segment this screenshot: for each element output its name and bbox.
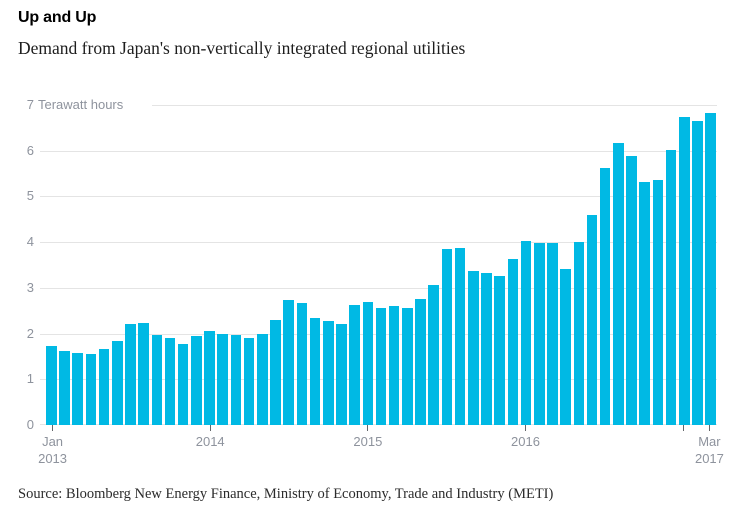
x-axis-tick — [367, 425, 369, 431]
bar-2016-12 — [665, 149, 677, 425]
bar-2016-07 — [599, 168, 611, 425]
bar-series — [46, 105, 716, 425]
bar-2017-01 — [679, 116, 690, 425]
bar-2016-08 — [613, 142, 624, 425]
bar-2013-07 — [125, 324, 136, 425]
bar-2013-02 — [59, 350, 70, 425]
bar-2013-11 — [177, 344, 189, 425]
bar-chart-plot-area: Terawatt hours Jan 2013 2014 2015 2016 Mar 201… — [0, 97, 740, 466]
bar-2015-08 — [454, 247, 466, 425]
chart-subtitle: Demand from Japan's non-vertically integ… — [18, 38, 466, 58]
bar-2014-11 — [336, 323, 347, 425]
bar-2016-04 — [560, 269, 571, 425]
gridline-y3 — [40, 288, 717, 289]
bar-2016-11 — [652, 179, 664, 425]
bar-2015-11 — [494, 275, 505, 425]
gridline-y6 — [40, 151, 717, 152]
bar-2013-03 — [72, 352, 83, 425]
bar-2013-04 — [85, 354, 97, 425]
y-axis-tick-label: 1 — [26, 371, 34, 386]
bar-2013-12 — [191, 335, 202, 425]
bar-2015-10 — [481, 272, 492, 425]
bar-2014-04 — [243, 337, 255, 425]
x-axis-tick-label: Jan 2013 — [38, 434, 68, 466]
bar-2015-12 — [507, 258, 519, 425]
x-axis-tick — [209, 425, 211, 431]
bar-2014-09 — [309, 318, 321, 425]
y-axis-tick-label: 3 — [26, 280, 34, 295]
bar-2015-05 — [415, 298, 426, 425]
x-axis-tick — [52, 425, 54, 431]
bar-2015-09 — [468, 271, 479, 425]
bar-2014-05 — [257, 333, 268, 425]
bar-2015-02 — [375, 308, 387, 425]
bar-2013-06 — [111, 340, 123, 425]
bar-2015-01 — [362, 302, 374, 425]
bar-2016-10 — [639, 181, 651, 425]
bar-2016-05 — [573, 241, 585, 425]
bar-2014-12 — [349, 305, 360, 425]
bar-2016-06 — [586, 214, 598, 425]
bar-2016-02 — [533, 242, 545, 425]
bar-2016-01 — [520, 240, 532, 425]
bar-2016-03 — [547, 242, 558, 425]
bar-2013-08 — [138, 322, 149, 425]
bar-2013-05 — [98, 349, 110, 425]
bar-2014-03 — [230, 335, 242, 425]
chart-title: Up and Up — [18, 9, 97, 26]
bar-2015-07 — [441, 249, 453, 425]
y-axis-tick-label: 6 — [26, 143, 34, 158]
y-axis-tick-label: 4 — [26, 234, 34, 249]
y-axis-unit-label: Terawatt hours — [38, 97, 124, 112]
bar-2016-09 — [626, 155, 637, 425]
y-axis-tick-label: 5 — [26, 188, 34, 203]
x-axis-tick — [682, 425, 684, 431]
bar-2014-06 — [270, 319, 281, 425]
x-axis-tick-label: 2015 — [353, 434, 383, 449]
gridline-y5 — [40, 196, 717, 197]
x-axis-tick-label: 2014 — [195, 434, 225, 449]
bar-2017-03 — [705, 112, 716, 425]
y-axis-tick-label: 2 — [26, 326, 34, 341]
bar-2014-07 — [283, 300, 294, 425]
bar-2013-09 — [151, 334, 163, 425]
bar-2015-06 — [428, 285, 440, 425]
x-axis-tick — [525, 425, 526, 431]
bar-2015-04 — [402, 307, 413, 425]
bar-2013-01 — [46, 346, 57, 425]
gridline-y4 — [40, 242, 717, 243]
bar-2014-10 — [322, 320, 334, 425]
x-axis-tick — [708, 425, 710, 431]
x-axis: Jan 2013 2014 2015 2016 Mar 2017 — [38, 425, 724, 485]
bar-2013-10 — [164, 338, 176, 425]
x-axis-tick-label: Mar 2017 — [694, 434, 724, 466]
bar-2014-01 — [204, 331, 215, 425]
bar-2017-02 — [692, 121, 703, 425]
y-axis-tick-label: 0 — [26, 417, 34, 432]
gridline-y7 — [152, 105, 717, 106]
bar-2014-08 — [296, 303, 308, 425]
y-axis-tick-label: 7 — [26, 97, 34, 112]
bar-2015-03 — [388, 306, 400, 425]
bar-2014-02 — [217, 334, 229, 425]
x-axis-tick-label: 2016 — [511, 434, 540, 449]
source-attribution: Source: Bloomberg New Energy Finance, Mi… — [18, 486, 554, 502]
